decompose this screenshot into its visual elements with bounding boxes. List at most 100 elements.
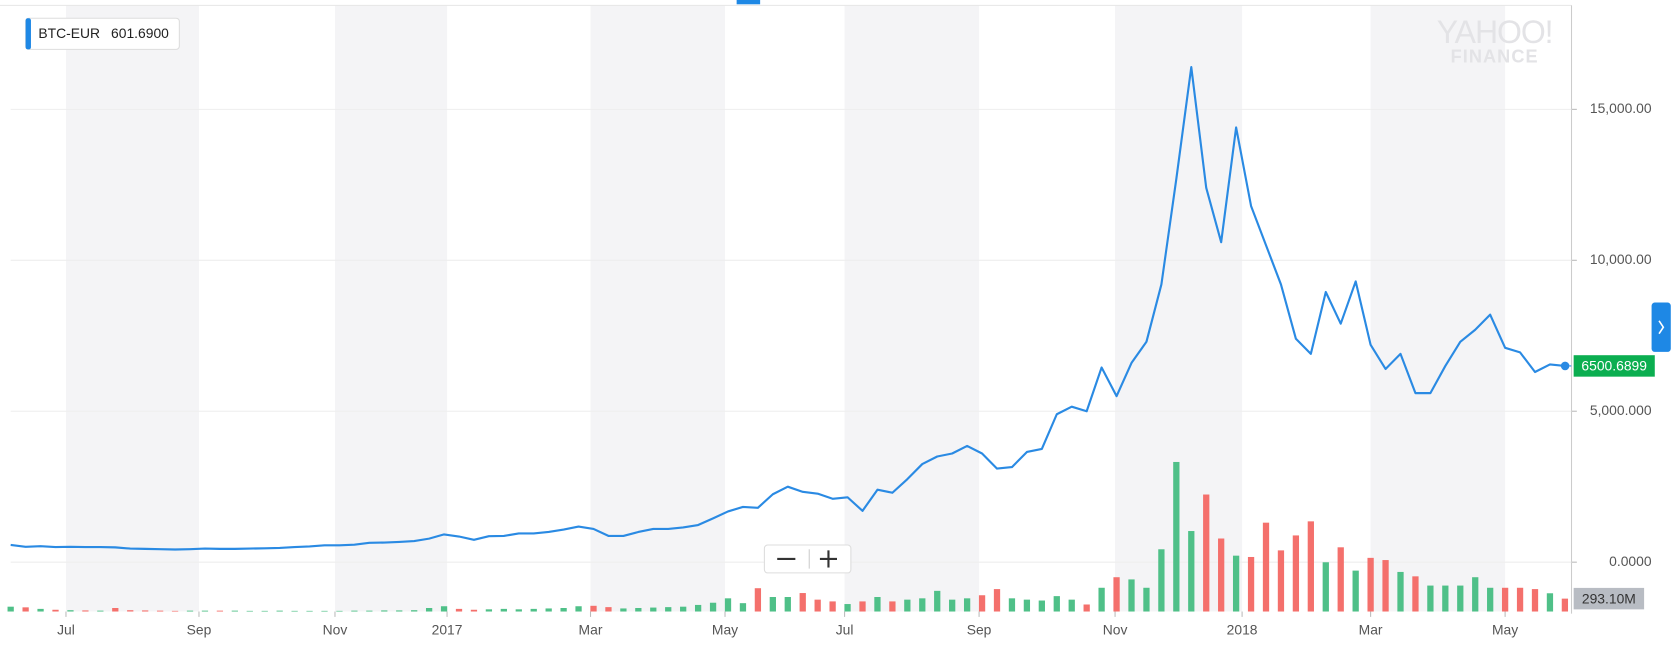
x-tick-label: 2018 [1227,621,1258,637]
volume-bar [1322,562,1329,612]
volume-bar [904,599,911,612]
volume-bar [156,610,164,612]
legend: BTC-EUR 601.6900 [25,17,180,50]
volume-bar [814,599,821,612]
volume-bar [1546,593,1554,612]
volume-bar [1008,598,1016,612]
volume-bar [276,610,283,612]
volume-bar [171,610,179,612]
next-arrow[interactable] [1658,320,1665,335]
range-handle[interactable] [736,0,761,5]
volume-bar [859,601,866,612]
last-price-dot [1560,361,1570,371]
last-price-tag [1573,355,1655,377]
volume-bar [1158,549,1165,612]
volume-bar [366,610,373,612]
volume-bar [1442,585,1449,612]
month-shading [65,5,1506,612]
volume-bar [425,608,433,612]
volume-bar [739,603,747,612]
volume-bar [216,610,224,612]
volume-bar [22,607,29,612]
next-button[interactable] [1651,302,1671,352]
volume-bar [500,608,507,612]
volume-bar [724,598,732,612]
volume-tag [1573,587,1645,610]
volume-bar [440,606,448,612]
volume-bar [67,610,74,612]
x-tick-label: Sep [187,621,212,637]
volume-bar [769,597,776,612]
month-band [334,5,448,612]
volume-bar [1367,557,1374,612]
volume-bar [963,598,971,612]
volume-bar [874,597,881,612]
volume-bar [1262,522,1270,612]
volume-bar [665,607,672,612]
volume-bar [919,598,926,612]
volume-bar [530,608,537,612]
volume-bar [694,604,702,612]
volume-bar [1457,585,1464,612]
volume-bar [1516,587,1524,612]
volume-bar [1053,596,1060,612]
legend-value: 601.6900 [111,25,169,41]
volume-bar [605,607,612,612]
volume-bar [829,601,836,612]
volume-bar [1068,599,1075,612]
volume-bar [1277,550,1285,612]
volume-bar [186,610,194,612]
x-tick-label: May [1492,621,1518,637]
volume-bar [1173,461,1180,612]
volume-bar [52,609,59,612]
volume-bar [1232,555,1240,612]
volume-bar [306,610,313,612]
volume-bar [1143,587,1150,612]
volume-bar [261,610,268,612]
volume-bar [455,608,463,612]
x-tick-label: Mar [579,621,603,637]
x-tick-label: Nov [323,621,348,637]
x-tick-label: Nov [1103,621,1128,637]
volume-bar [336,610,343,612]
volume-bar [650,607,657,612]
volume-bar [470,609,478,612]
volume-bar [1472,577,1479,612]
volume-bar [291,610,298,612]
volume-bar [1128,579,1135,612]
volume-bar [1531,589,1539,612]
volume-bar [709,602,717,612]
volume-bar [112,608,119,612]
volume-bar [7,606,14,612]
volume-bar [1038,600,1045,612]
volume-bar [1113,577,1120,612]
legend-name: BTC-EUR [38,25,100,41]
volume-bar [799,593,806,612]
x-tick-label: 2017 [432,621,463,637]
zoom-controls [763,544,852,574]
legend-swatch [25,18,31,50]
x-tick-label: Jul [836,621,854,637]
volume-bar [246,610,253,612]
volume-bar [1501,587,1509,612]
volume-bar [1203,494,1210,612]
x-tick-label: Jul [57,621,75,637]
volume-bar [396,610,403,612]
volume-bar [784,597,791,612]
price-line [10,66,1565,551]
next-button-bg[interactable] [1651,302,1671,352]
volume-bar [142,610,149,612]
volume-bar [1218,538,1225,612]
volume-bar [620,608,627,612]
volume-bar [485,609,493,612]
volume-bar [1292,535,1300,612]
last-price-label: 6500.6899 [1581,358,1647,374]
plot: Jul Sep Nov 2017 Mar May Jul Sep Nov 2018 Mar May 0.… [7,66,1655,638]
volume-bar [1427,585,1434,612]
month-band [844,5,980,612]
month-band [590,5,726,612]
volume-bar [978,595,986,612]
volume-bar [1487,587,1494,612]
